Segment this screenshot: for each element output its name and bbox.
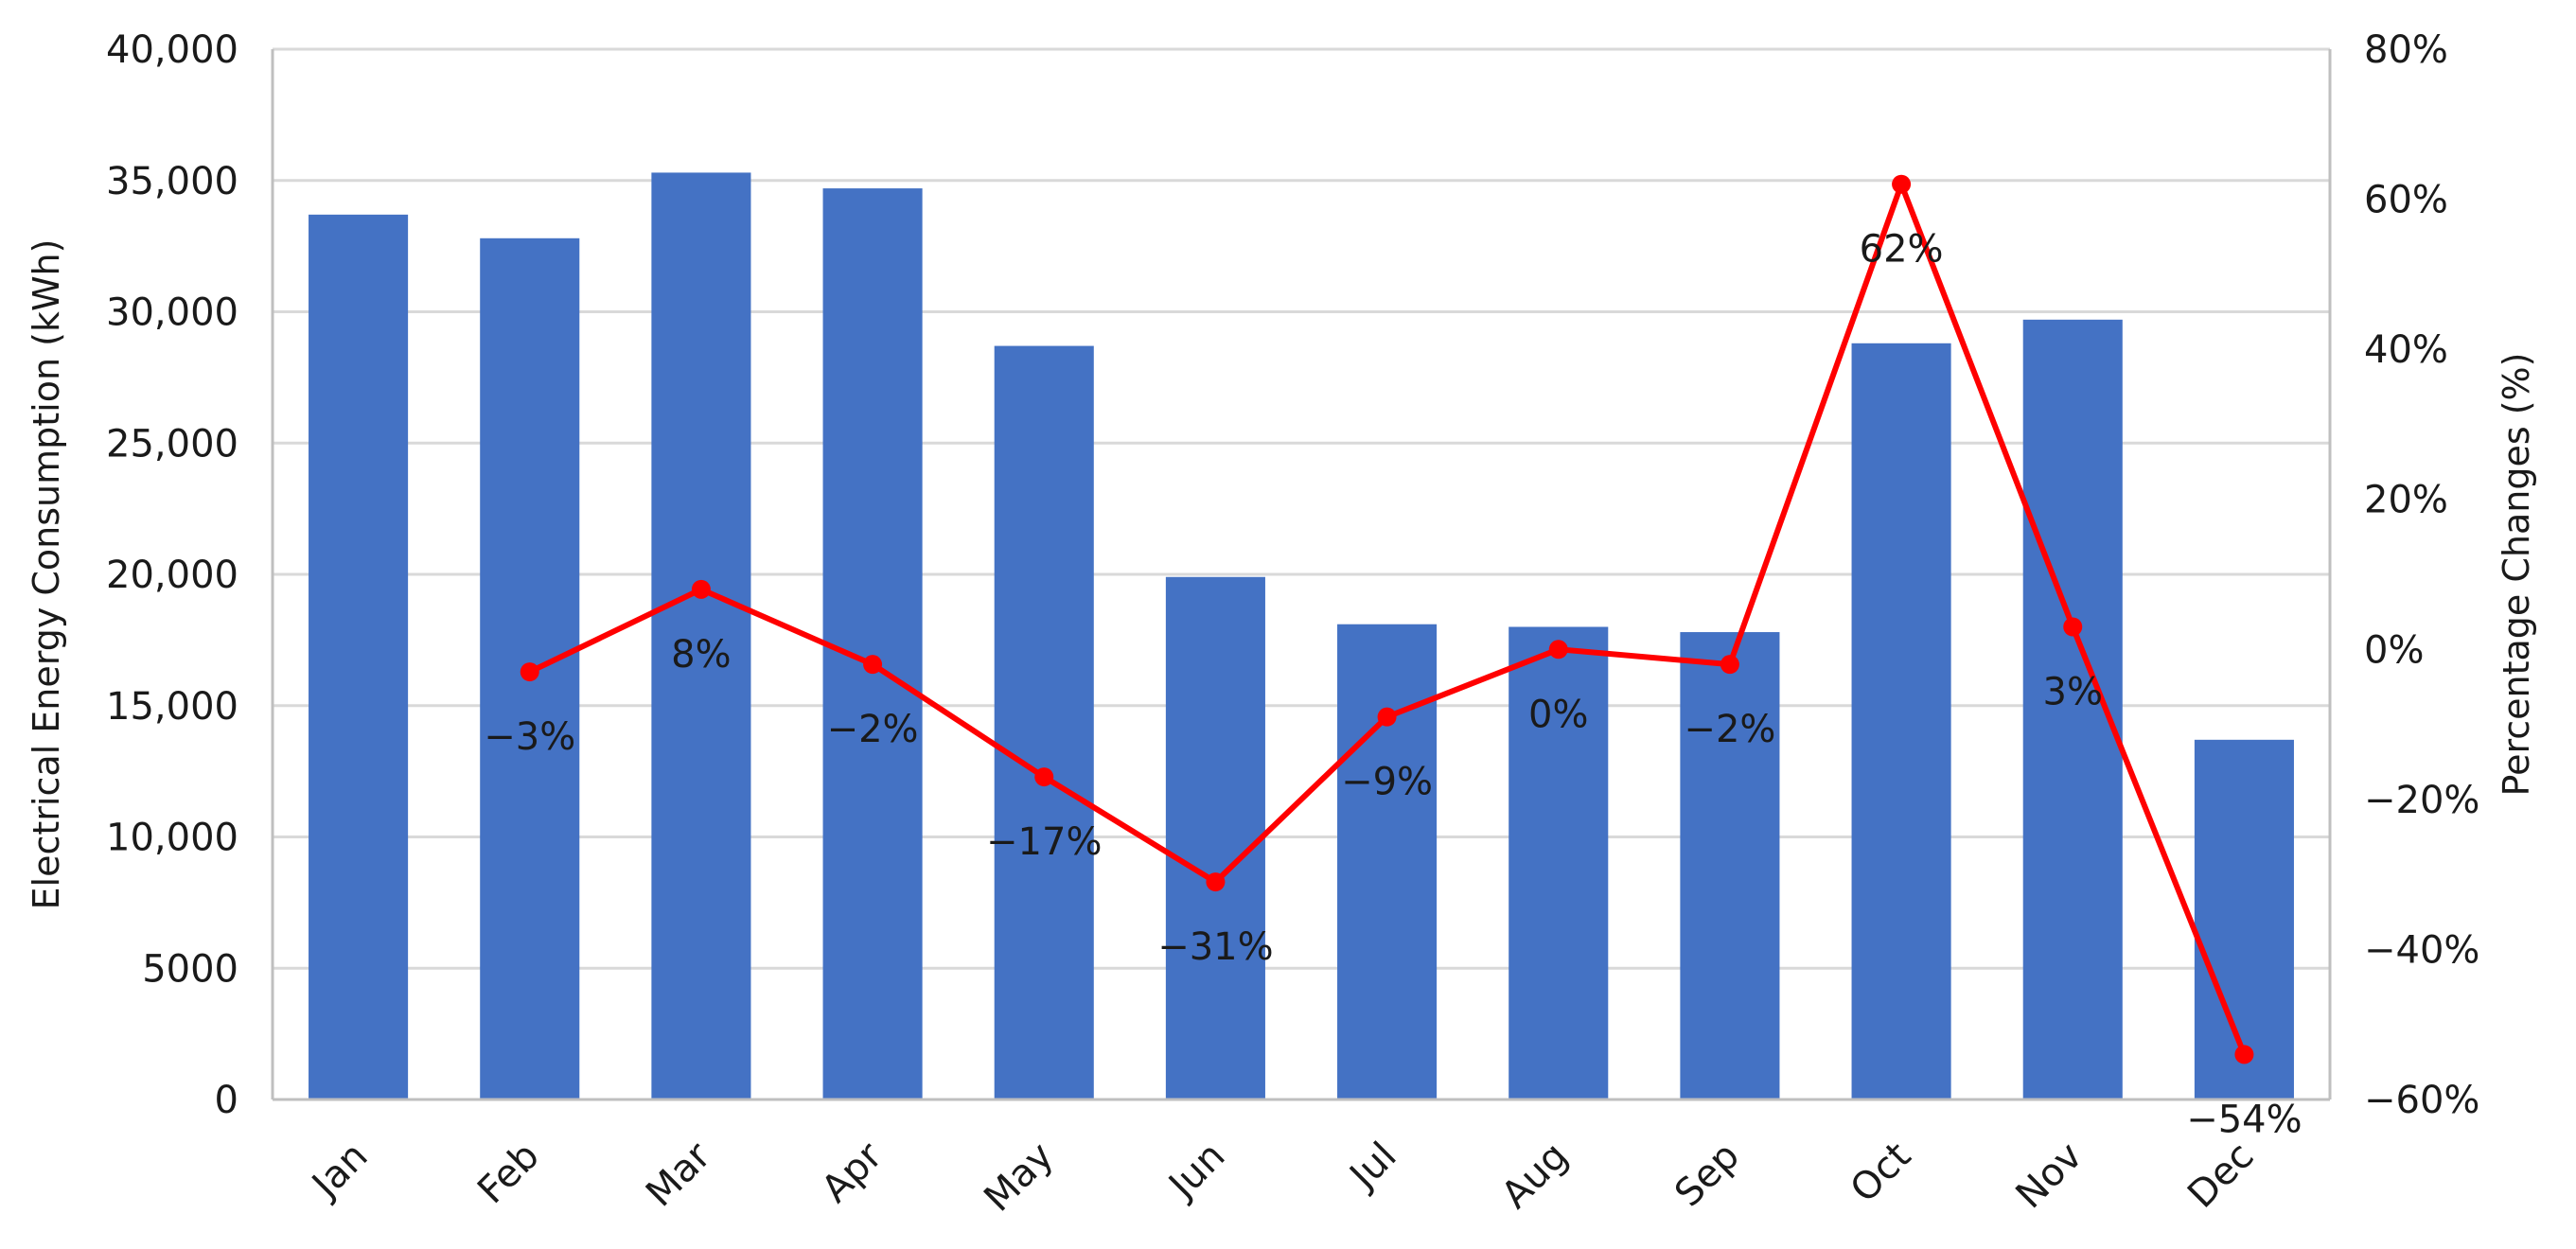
bar-sep [1680, 632, 1780, 1099]
y2-axis-title: Percentage Changes (%) [2496, 353, 2537, 797]
x-tick-label: Oct [1843, 1135, 1919, 1211]
data-label-mar: 8% [671, 633, 731, 677]
point-sep [1720, 655, 1739, 675]
bar-dec [2194, 739, 2294, 1099]
bar-jun [1165, 576, 1265, 1099]
x-tick-label: Jan [302, 1135, 376, 1208]
data-label-nov: 3% [2043, 671, 2103, 714]
x-tick-label: Mar [638, 1134, 719, 1215]
x-tick-label: Aug [1493, 1135, 1577, 1218]
x-tick-label: Jun [1159, 1135, 1234, 1209]
y-tick-label: 25,000 [106, 422, 238, 466]
y2-tick-label: −60% [2364, 1079, 2479, 1122]
x-tick-label: Dec [2179, 1135, 2262, 1217]
y-tick-label: 20,000 [106, 554, 238, 597]
data-label-jun: −31% [1157, 925, 1273, 969]
point-apr [863, 655, 883, 675]
x-tick-label: Nov [2008, 1135, 2091, 1218]
y2-tick-label: −20% [2364, 779, 2479, 822]
point-nov [2063, 617, 2083, 637]
bar-jul [1337, 624, 1438, 1099]
axes [271, 49, 2332, 1101]
data-label-dec: −54% [2186, 1098, 2302, 1141]
point-may [1034, 767, 1054, 787]
line-points [520, 174, 2254, 1064]
data-label-feb: −3% [484, 715, 575, 759]
bar-may [994, 345, 1094, 1099]
bar-mar [651, 172, 751, 1100]
y-tick-label: 15,000 [106, 685, 238, 729]
bar-oct [1851, 343, 1951, 1099]
x-tick-label: Jul [1340, 1135, 1405, 1200]
y-tick-label: 30,000 [106, 291, 238, 335]
point-jul [1377, 707, 1397, 727]
data-label-apr: −2% [827, 708, 919, 751]
data-label-jul: −9% [1341, 761, 1433, 804]
data-label-sep: −2% [1684, 708, 1775, 751]
x-tick-label: Feb [469, 1135, 548, 1213]
point-feb [520, 662, 539, 682]
y2-tick-label: 60% [2364, 179, 2448, 222]
bar-jan [309, 214, 409, 1099]
tick-labels: 0 5000 10,000 15,000 20,000 25,000 30,000 35,00… [106, 28, 2479, 1221]
y2-tick-label: 80% [2364, 28, 2448, 72]
y2-tick-label: −40% [2364, 928, 2479, 972]
x-tick-label: Sep [1667, 1135, 1748, 1216]
y-tick-label: 0 [215, 1079, 238, 1122]
point-jun [1206, 872, 1226, 892]
y2-tick-label: 0% [2364, 628, 2424, 672]
point-mar [691, 579, 711, 599]
x-tick-label: Apr [814, 1134, 891, 1211]
y-tick-label: 40,000 [106, 28, 238, 72]
data-labels: −3% 8% −2% −17% −31% −9% 0% −2% 62% 3% −54% [484, 228, 2302, 1142]
bar-apr [822, 188, 923, 1099]
data-label-aug: 0% [1528, 693, 1588, 736]
y-axis-title: Electrical Energy Consumption (kWh) [26, 239, 67, 910]
point-oct [1892, 174, 1912, 194]
data-label-may: −17% [986, 820, 1102, 864]
bar-aug [1509, 626, 1609, 1099]
gridlines [273, 47, 2330, 970]
y2-tick-label: 20% [2364, 479, 2448, 522]
y-tick-label: 35,000 [106, 160, 238, 203]
y-tick-label: 5000 [142, 947, 238, 991]
y-tick-label: 10,000 [106, 817, 238, 860]
point-dec [2234, 1045, 2254, 1064]
point-aug [1548, 640, 1568, 660]
data-label-oct: 62% [1860, 228, 1944, 272]
y2-tick-label: 40% [2364, 328, 2448, 372]
x-tick-label: May [976, 1135, 1062, 1221]
